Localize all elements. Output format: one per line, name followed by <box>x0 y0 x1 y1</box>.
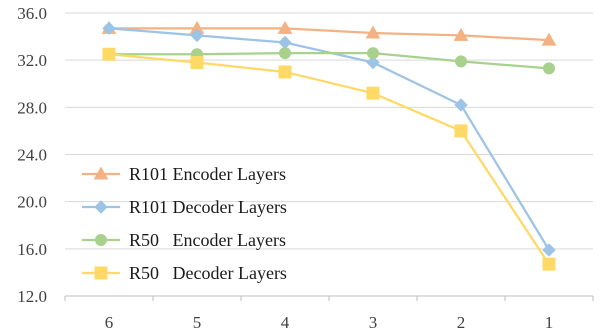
data-point <box>277 20 293 34</box>
legend-label: R101 Decoder Layers <box>129 197 287 217</box>
data-point <box>542 243 556 257</box>
x-tick-label: 4 <box>281 313 290 332</box>
data-point <box>455 55 467 68</box>
y-tick-label: 36.0 <box>17 4 47 23</box>
gridlines <box>65 12 593 250</box>
data-point <box>278 65 292 79</box>
legend-entry: R101 Encoder Layers <box>82 164 286 184</box>
data-point <box>541 32 557 46</box>
y-tick-label: 28.0 <box>17 98 47 117</box>
legend-entry: R101 Decoder Layers <box>82 197 287 217</box>
data-point <box>367 47 379 60</box>
x-tick-label: 3 <box>369 313 378 332</box>
legend-marker <box>95 234 107 246</box>
y-tick-label: 16.0 <box>17 240 47 259</box>
axes: 12.0 16.0 20.0 24.0 28.0 32.0 36.0 6 5 4 3 2 1 <box>17 4 594 332</box>
data-point <box>190 56 204 70</box>
legend-marker <box>94 266 108 280</box>
data-point <box>542 257 556 271</box>
data-point <box>366 86 380 100</box>
data-point <box>190 28 204 43</box>
legend-entry: R50 Encoder Layers <box>82 230 286 250</box>
data-point <box>102 21 116 36</box>
legend-entry: R50 Decoder Layers <box>82 263 287 283</box>
data-point <box>454 98 468 112</box>
data-point <box>543 62 555 75</box>
y-tick-label: 20.0 <box>17 193 47 212</box>
x-tick-label: 6 <box>105 313 114 332</box>
series-line <box>109 51 550 70</box>
series-group <box>101 20 557 271</box>
y-tick-label: 24.0 <box>17 146 47 165</box>
data-point <box>102 47 116 61</box>
data-point <box>278 35 292 50</box>
legend-marker <box>93 166 109 180</box>
data-point <box>365 25 381 39</box>
y-tick-label: 12.0 <box>17 287 47 306</box>
data-point <box>454 124 468 138</box>
series-4 <box>102 47 556 271</box>
series-line <box>108 53 550 265</box>
legend-label: R101 Encoder Layers <box>129 164 286 184</box>
legend: R101 Encoder Layers R101 Decoder Layers R5… <box>82 164 287 283</box>
y-tick-label: 32.0 <box>17 51 47 70</box>
data-point <box>366 55 380 70</box>
legend-label: R50 Encoder Layers <box>129 230 286 250</box>
x-tick-label: 2 <box>457 313 466 332</box>
legend-label: R50 Decoder Layers <box>129 263 287 283</box>
series-2 <box>102 21 556 257</box>
data-point <box>453 27 469 41</box>
series-line <box>109 27 550 42</box>
data-point <box>279 47 291 60</box>
legend-marker <box>94 200 108 214</box>
x-tick-label: 1 <box>545 313 554 332</box>
x-tick-label: 5 <box>193 313 202 332</box>
